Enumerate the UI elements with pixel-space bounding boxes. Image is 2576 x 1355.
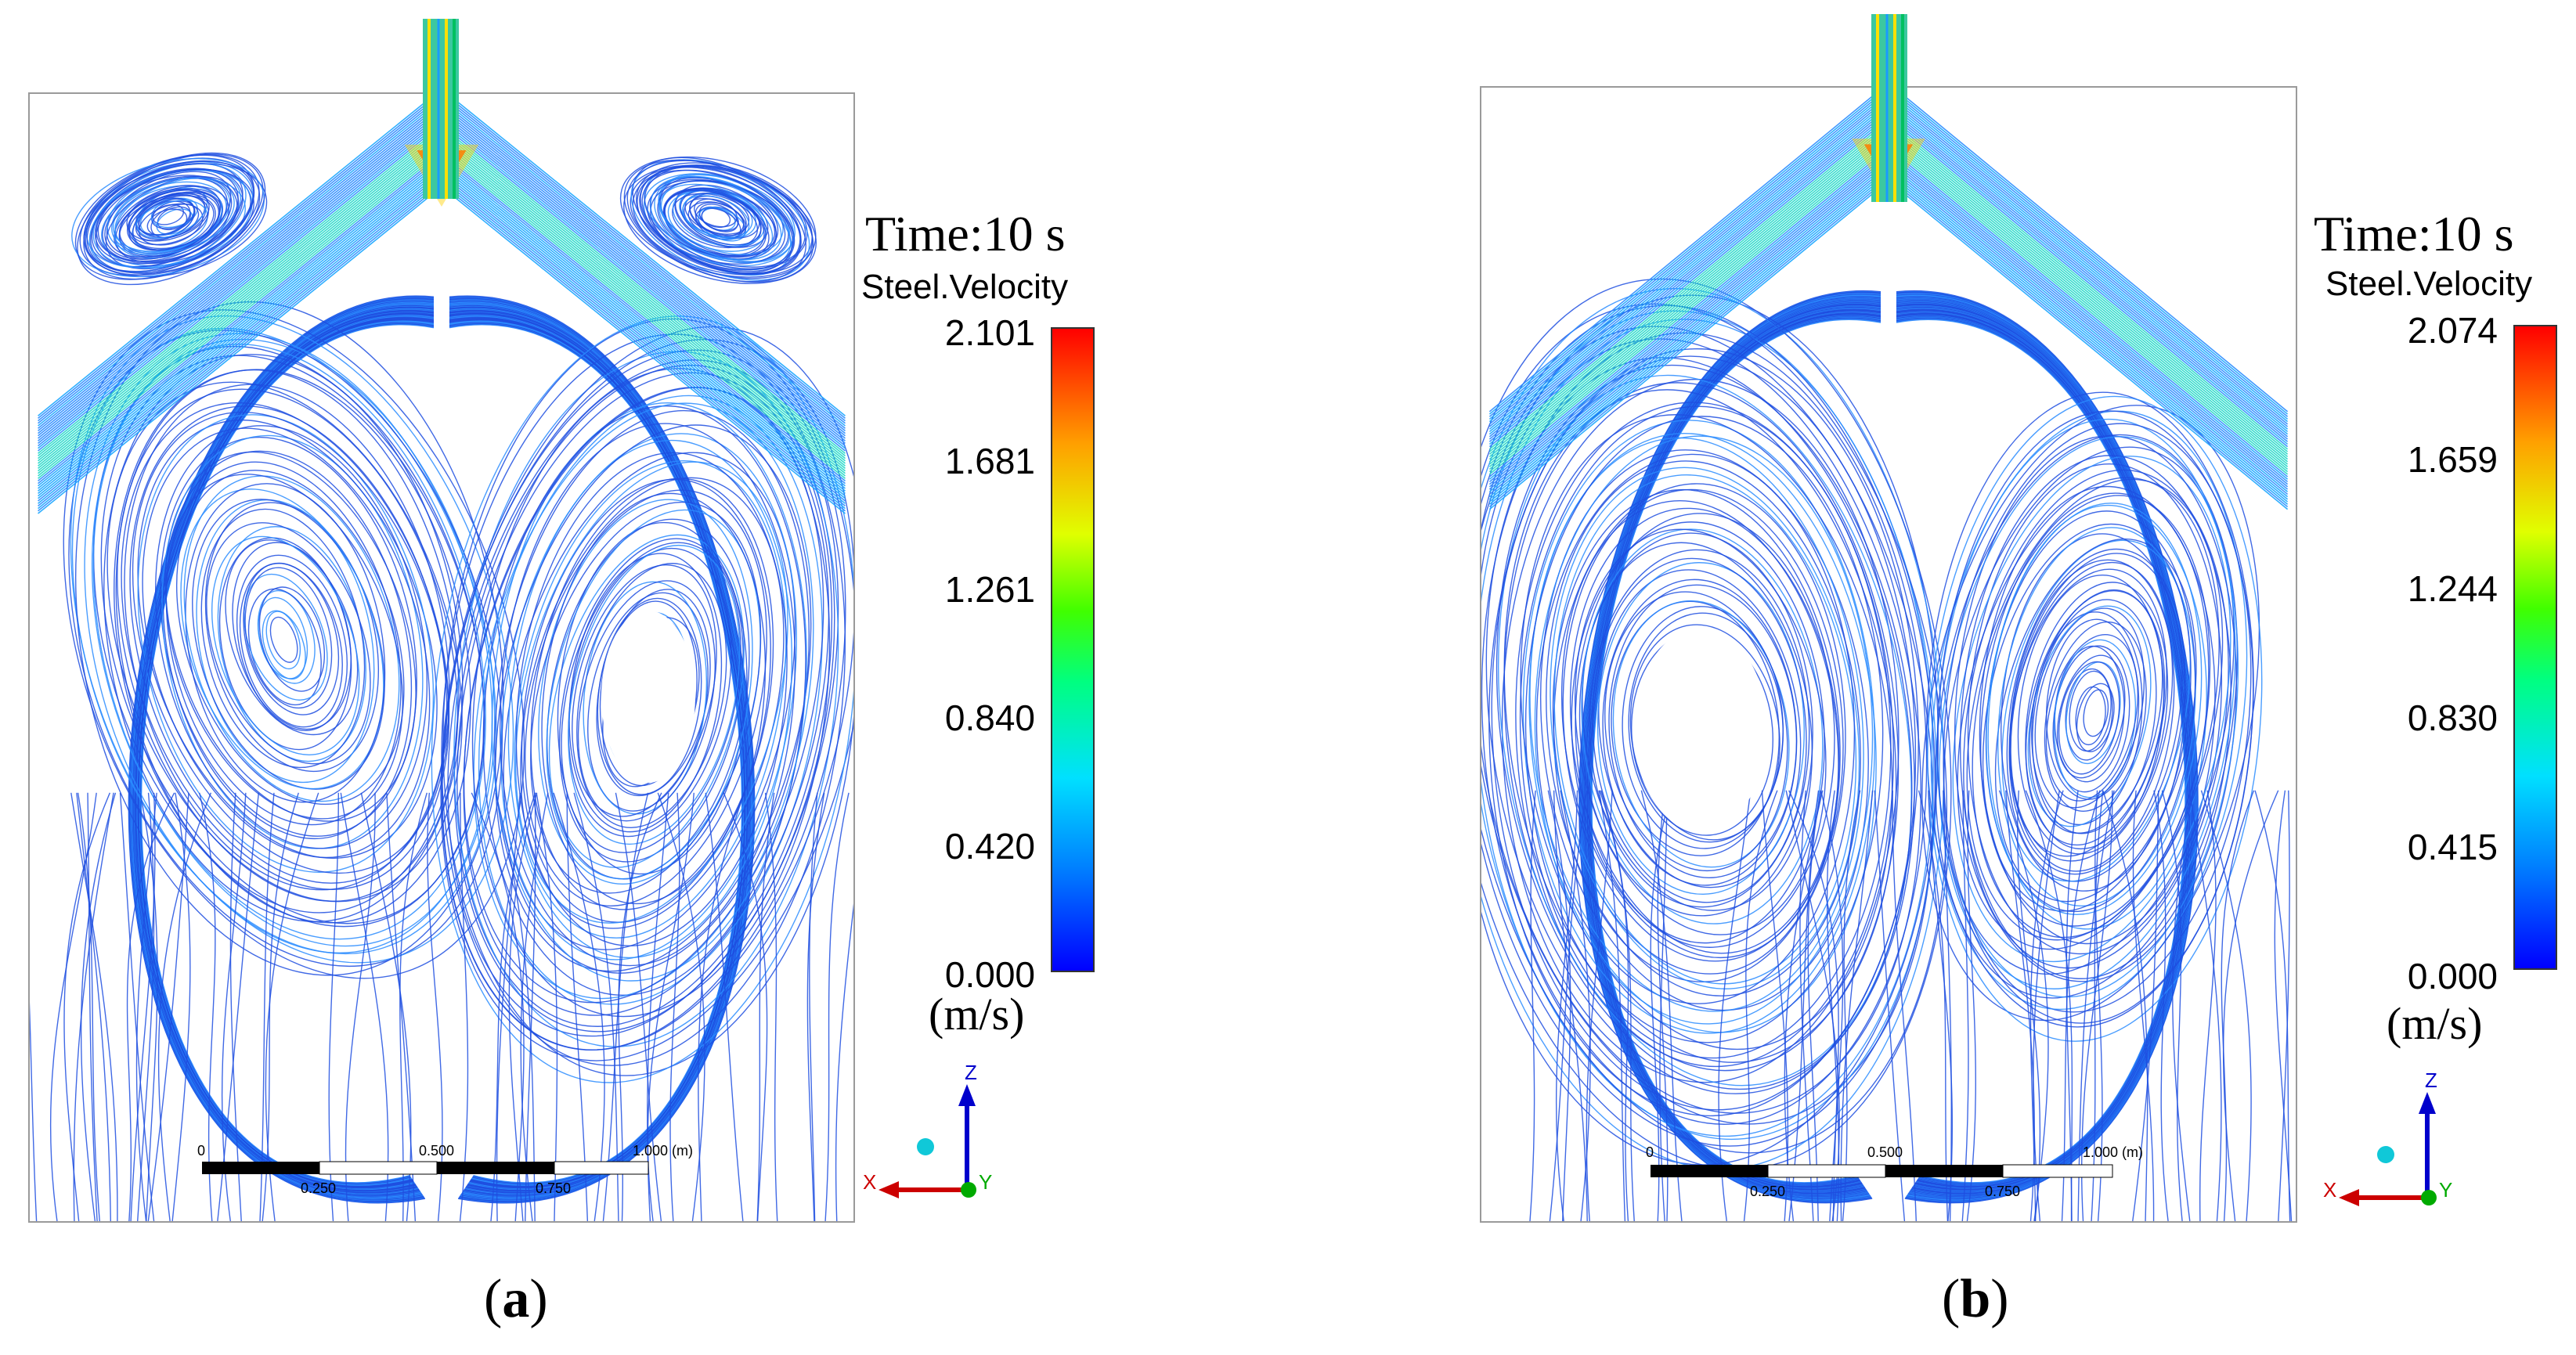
- colorbar-b: [2513, 325, 2557, 970]
- panel-a: Time:10 s Steel.Velocity 2.101 1.681 1.2…: [28, 19, 1095, 1329]
- streamlines-b: [1481, 88, 2296, 1221]
- scale-bar-a: [202, 1161, 649, 1175]
- axis-y-label: Y: [979, 1170, 993, 1194]
- scale-label: 0.500: [1867, 1144, 1903, 1160]
- nozzle-b: [1871, 14, 1907, 202]
- scale-label: 0.750: [1985, 1184, 2021, 1199]
- scale-label: 0.250: [1750, 1184, 1786, 1199]
- scale-label: 0: [1646, 1144, 1654, 1160]
- time-label: Time:10 s: [865, 206, 1066, 261]
- streamlines-a: [30, 94, 853, 1221]
- colorbar-tick: 2.101: [944, 312, 1035, 353]
- colorbar-tick: 0.840: [944, 697, 1035, 738]
- colorbar-a: [1051, 327, 1095, 972]
- colorbar-tick: 0.420: [944, 826, 1035, 867]
- colorbar-tick: 1.681: [944, 441, 1035, 481]
- panel-b: Time:10 s Steel.Velocity 2.074 1.659 1.2…: [1456, 0, 2576, 1355]
- axis-y-label: Y: [2439, 1178, 2453, 1202]
- colorbar-tick: 0.830: [2407, 697, 2498, 738]
- axis-x-label: X: [863, 1170, 877, 1194]
- axis-z-label: Z: [2425, 1069, 2437, 1092]
- scale-bar-b: [1651, 1164, 2113, 1178]
- streamline-plot-a: [28, 92, 855, 1223]
- colorbar-tick: 1.244: [2407, 568, 2498, 609]
- axis-triad-a: Z X Y: [861, 1061, 1002, 1209]
- variable-label: Steel.Velocity: [861, 268, 1069, 306]
- scale-label: 0.750: [536, 1180, 572, 1196]
- colorbar-tick: 1.659: [2407, 439, 2498, 480]
- time-label: Time:10 s: [2314, 206, 2514, 261]
- colorbar-tick: 0.000: [944, 954, 1035, 995]
- axis-z-label: Z: [965, 1061, 977, 1084]
- scale-label: 1.000 (m): [2083, 1144, 2144, 1160]
- caption-a: (a): [484, 1269, 548, 1329]
- unit-label: (m/s): [929, 989, 1025, 1040]
- colorbar-tick: 1.261: [944, 569, 1035, 610]
- colorbar-tick: 0.415: [2407, 827, 2498, 867]
- scale-label: 0.500: [419, 1143, 455, 1159]
- colorbar-tick: 0.000: [2407, 956, 2498, 996]
- nozzle-a: [423, 19, 459, 199]
- axis-x-label: X: [2323, 1178, 2337, 1202]
- scale-label: 0: [197, 1143, 206, 1159]
- variable-label: Steel.Velocity: [2325, 265, 2533, 303]
- scale-label: 0.250: [301, 1180, 337, 1196]
- colorbar-tick: 2.074: [2407, 310, 2498, 351]
- unit-label: (m/s): [2387, 998, 2483, 1049]
- axis-triad-b: Z X Y: [2322, 1069, 2462, 1217]
- streamline-plot-b: [1480, 86, 2297, 1223]
- scale-label: 1.000 (m): [633, 1143, 694, 1159]
- caption-b: (b): [1942, 1269, 2009, 1329]
